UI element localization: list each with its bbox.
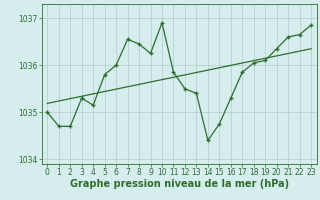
X-axis label: Graphe pression niveau de la mer (hPa): Graphe pression niveau de la mer (hPa) (70, 179, 289, 189)
